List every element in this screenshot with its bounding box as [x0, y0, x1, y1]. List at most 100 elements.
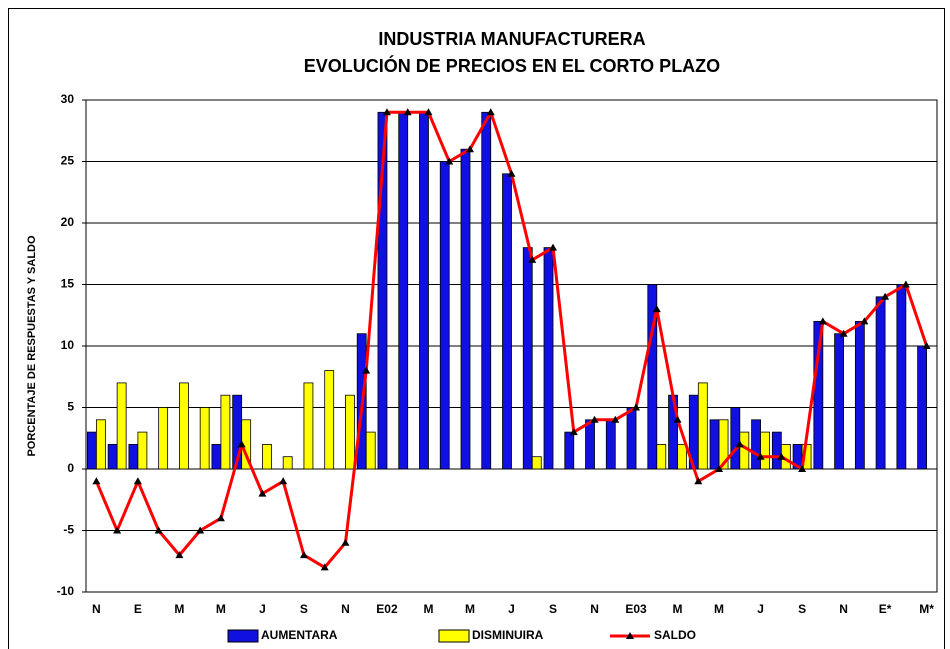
bar — [522, 247, 533, 470]
x-tick-label: J — [508, 602, 515, 616]
x-tick-label: N — [590, 602, 599, 616]
line-marker — [237, 440, 246, 448]
line-marker — [673, 415, 682, 423]
bar — [282, 456, 293, 470]
bar — [95, 419, 106, 470]
bar — [543, 247, 554, 470]
bar — [656, 443, 667, 470]
line-marker — [465, 145, 474, 153]
line-marker — [818, 317, 827, 325]
bar — [262, 443, 272, 470]
y-tick-label: 0 — [67, 461, 74, 475]
bar — [718, 419, 729, 470]
bar — [875, 296, 886, 470]
line-marker — [196, 526, 205, 534]
bar — [917, 345, 928, 470]
bar — [107, 443, 118, 470]
line-marker — [881, 292, 890, 300]
line-marker — [299, 551, 308, 559]
line-marker — [652, 305, 661, 313]
bar — [564, 431, 575, 470]
line-marker — [382, 108, 391, 116]
bar — [128, 443, 139, 470]
line-marker — [777, 452, 786, 460]
bar — [647, 284, 658, 470]
bar — [677, 443, 687, 470]
bar — [137, 431, 148, 470]
x-tick-label: J — [259, 602, 266, 616]
x-tick-label: E* — [879, 602, 892, 616]
bar — [220, 394, 231, 470]
line-marker — [320, 563, 329, 571]
line-marker — [341, 538, 350, 546]
line-marker — [403, 108, 412, 116]
bar — [697, 382, 708, 470]
line-marker — [279, 477, 288, 485]
line-marker — [839, 329, 848, 337]
line-marker — [611, 415, 620, 423]
bar — [854, 320, 865, 470]
y-tick-label: 20 — [61, 215, 75, 229]
line-marker — [424, 108, 433, 116]
line-marker — [486, 108, 495, 116]
line-marker — [507, 169, 516, 177]
line-marker — [922, 342, 931, 349]
x-tick-label: M — [174, 602, 184, 616]
x-tick-label: E — [134, 602, 142, 616]
y-tick-label: 10 — [61, 338, 75, 352]
bar — [211, 443, 222, 470]
bar — [760, 431, 770, 470]
bar — [834, 333, 844, 470]
bar — [158, 407, 169, 470]
line-marker — [756, 452, 765, 460]
line-marker — [175, 551, 184, 559]
line-marker — [154, 526, 163, 534]
x-tick-label: M — [714, 602, 724, 616]
legend-swatch — [227, 629, 259, 643]
y-tick-label: -10 — [57, 584, 75, 598]
bar — [460, 148, 471, 470]
bar — [303, 382, 314, 470]
bar — [377, 111, 388, 470]
bar — [481, 111, 492, 470]
line-marker — [860, 317, 869, 325]
line-marker — [590, 415, 599, 423]
bar — [605, 419, 616, 470]
line-marker — [445, 157, 454, 165]
x-tick-label: N — [839, 602, 848, 616]
x-tick-label: M — [673, 602, 683, 616]
line-marker — [258, 489, 267, 497]
x-tick-label: E02 — [376, 602, 398, 616]
bar — [324, 370, 335, 470]
legend-label: DISMINUIRA — [472, 628, 544, 642]
bar — [730, 407, 741, 470]
x-tick-label: M — [465, 602, 475, 616]
x-tick-label: N — [341, 602, 350, 616]
y-tick-label: -5 — [63, 523, 74, 537]
bar — [419, 111, 429, 470]
bar — [179, 382, 189, 470]
line-marker — [133, 477, 142, 485]
x-tick-label: M* — [919, 602, 934, 616]
line-marker — [92, 477, 101, 485]
bar — [585, 419, 595, 470]
x-tick-label: S — [549, 602, 557, 616]
bar — [86, 431, 97, 470]
legend-label: AUMENTARA — [261, 628, 338, 642]
x-tick-label: S — [300, 602, 308, 616]
chart-subtitle: EVOLUCIÓN DE PRECIOS EN EL CORTO PLAZO — [304, 55, 720, 76]
legend-swatch — [438, 629, 470, 643]
line-marker — [569, 428, 578, 436]
line-marker — [549, 243, 558, 251]
x-tick-label: S — [798, 602, 806, 616]
bar — [626, 407, 637, 470]
bar — [896, 284, 907, 470]
bar — [398, 111, 409, 470]
line-marker — [362, 366, 371, 374]
line-marker — [735, 440, 744, 448]
bar — [365, 431, 376, 470]
line-marker — [798, 465, 807, 472]
line-marker — [632, 403, 641, 411]
